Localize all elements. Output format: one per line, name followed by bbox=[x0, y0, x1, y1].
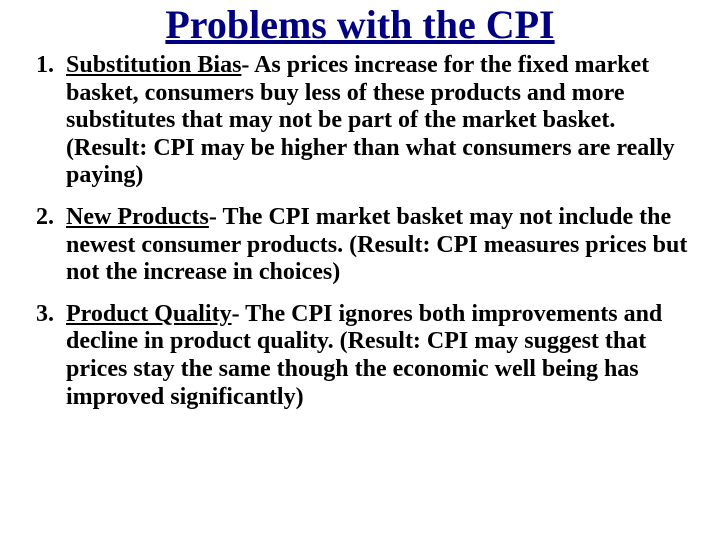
problems-list: Substitution Bias- As prices increase fo… bbox=[20, 52, 700, 411]
item-term: New Products bbox=[66, 204, 209, 230]
item-term: Product Quality bbox=[66, 301, 232, 327]
list-item: Substitution Bias- As prices increase fo… bbox=[60, 52, 692, 190]
item-dash: - bbox=[241, 52, 254, 78]
item-dash: - bbox=[232, 301, 246, 327]
slide-container: Problems with the CPI Substitution Bias-… bbox=[0, 0, 720, 540]
slide-title: Problems with the CPI bbox=[20, 4, 700, 46]
list-item: Product Quality- The CPI ignores both im… bbox=[60, 301, 692, 411]
list-item: New Products- The CPI market basket may … bbox=[60, 204, 692, 287]
item-dash: - bbox=[209, 204, 223, 230]
item-term: Substitution Bias bbox=[66, 52, 241, 78]
